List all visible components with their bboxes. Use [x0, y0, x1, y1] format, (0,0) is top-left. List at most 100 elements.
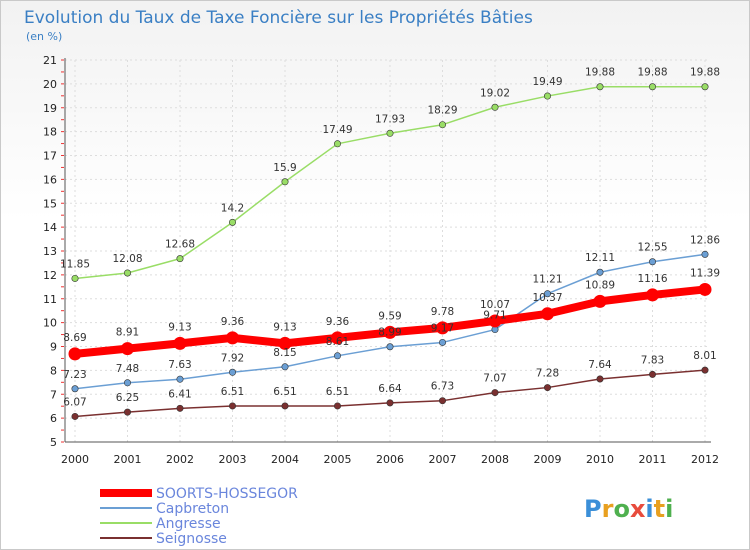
data-label: 12.86: [690, 234, 720, 246]
data-point: [698, 282, 712, 296]
data-label: 8.01: [693, 350, 716, 362]
x-tick-label: 2000: [61, 453, 89, 466]
data-label: 12.11: [585, 252, 615, 264]
data-label: 10.89: [585, 279, 615, 291]
data-point: [176, 255, 184, 263]
data-point: [333, 402, 341, 410]
data-point: [386, 343, 394, 351]
data-label: 8.91: [116, 327, 139, 339]
data-point: [701, 250, 709, 258]
y-tick-label: 12: [43, 269, 57, 282]
data-label: 14.2: [221, 202, 244, 214]
data-point: [543, 92, 551, 100]
data-point: [648, 258, 656, 266]
x-tick-label: 2012: [691, 453, 719, 466]
x-tick-label: 2011: [639, 453, 667, 466]
data-label: 19.88: [690, 67, 720, 79]
y-tick-label: 15: [43, 197, 57, 210]
data-label: 6.41: [168, 388, 191, 400]
data-point: [176, 404, 184, 412]
data-point: [71, 385, 79, 393]
y-tick-label: 13: [43, 245, 57, 258]
data-point: [71, 412, 79, 420]
data-point: [176, 375, 184, 383]
data-label: 6.73: [431, 381, 454, 393]
logo-letter: i: [645, 495, 653, 523]
data-label: 12.08: [112, 253, 142, 265]
data-point: [71, 274, 79, 282]
x-tick-label: 2004: [271, 453, 299, 466]
data-label: 9.17: [431, 322, 454, 334]
data-point: [124, 269, 132, 277]
data-point: [281, 178, 289, 186]
data-point: [543, 384, 551, 392]
legend: SOORTS-HOSSEGORCapbretonAngresseSeignoss…: [100, 486, 298, 547]
data-label: 18.29: [427, 105, 457, 117]
data-label: 8.69: [63, 332, 86, 344]
x-tick-label: 2007: [429, 453, 457, 466]
data-point: [436, 321, 449, 335]
chart-subtitle: (en %): [26, 30, 62, 43]
data-label: 7.07: [483, 373, 506, 385]
data-point: [229, 218, 237, 226]
data-point: [124, 379, 132, 387]
x-tick-label: 2002: [166, 453, 194, 466]
data-label: 9.71: [483, 310, 506, 322]
y-tick-label: 8: [50, 364, 57, 377]
data-point: [386, 129, 394, 137]
data-label: 6.64: [378, 383, 402, 395]
x-tick-label: 2001: [114, 453, 142, 466]
data-point: [541, 307, 554, 321]
data-point: [121, 342, 134, 356]
axes: 5 6 7 8 9 10 11 12 13 14 15 16 17 18 19 20 21 2000 2001 200…: [43, 54, 719, 466]
y-tick-label: 17: [43, 150, 57, 163]
data-point: [701, 366, 709, 374]
data-label: 11.85: [60, 258, 90, 270]
data-point: [596, 268, 604, 276]
data-point: [491, 389, 499, 397]
data-label: 9.59: [378, 310, 401, 322]
data-point: [648, 83, 656, 91]
y-tick-label: 9: [50, 341, 57, 354]
data-label: 9.78: [431, 306, 454, 318]
logo-letter: P: [584, 495, 602, 523]
data-point: [596, 83, 604, 91]
data-point: [226, 331, 239, 345]
y-tick-label: 19: [43, 102, 57, 115]
data-point: [331, 331, 344, 345]
data-point: [278, 336, 292, 350]
series-group: [68, 83, 712, 420]
proxiti-logo: Proxiti: [584, 495, 673, 523]
data-label: 7.48: [116, 363, 139, 375]
data-point: [383, 325, 397, 339]
data-label: 11.39: [690, 267, 720, 279]
data-label: 19.88: [637, 67, 667, 79]
data-labels: 8.69 8.91 9.13 9.36 9.13 9.36 9.59 9.78 10.07 10.…: [60, 67, 720, 409]
data-point: [281, 363, 289, 371]
data-point: [646, 288, 659, 302]
data-point: [491, 103, 499, 111]
data-point: [438, 338, 446, 346]
data-label: 12.55: [637, 242, 667, 254]
data-label: 19.49: [532, 76, 562, 88]
y-tick-label: 20: [43, 78, 57, 91]
data-label: 10.37: [532, 292, 562, 304]
y-tick-label: 5: [50, 436, 57, 449]
data-label: 6.51: [326, 386, 349, 398]
data-label: 19.02: [480, 87, 510, 99]
data-point: [648, 370, 656, 378]
logo-letter: i: [665, 495, 673, 523]
data-point: [438, 121, 446, 129]
x-tick-label: 2005: [324, 453, 352, 466]
data-label: 8.61: [326, 336, 349, 348]
data-point: [281, 402, 289, 410]
logo-letter: x: [630, 495, 646, 523]
data-label: 9.13: [273, 321, 296, 333]
data-label: 7.63: [168, 359, 191, 371]
data-label: 9.36: [221, 316, 245, 328]
y-tick-label: 21: [43, 54, 57, 67]
data-label: 9.36: [326, 316, 350, 328]
data-label: 11.21: [532, 274, 562, 286]
y-tick-label: 18: [43, 126, 57, 139]
